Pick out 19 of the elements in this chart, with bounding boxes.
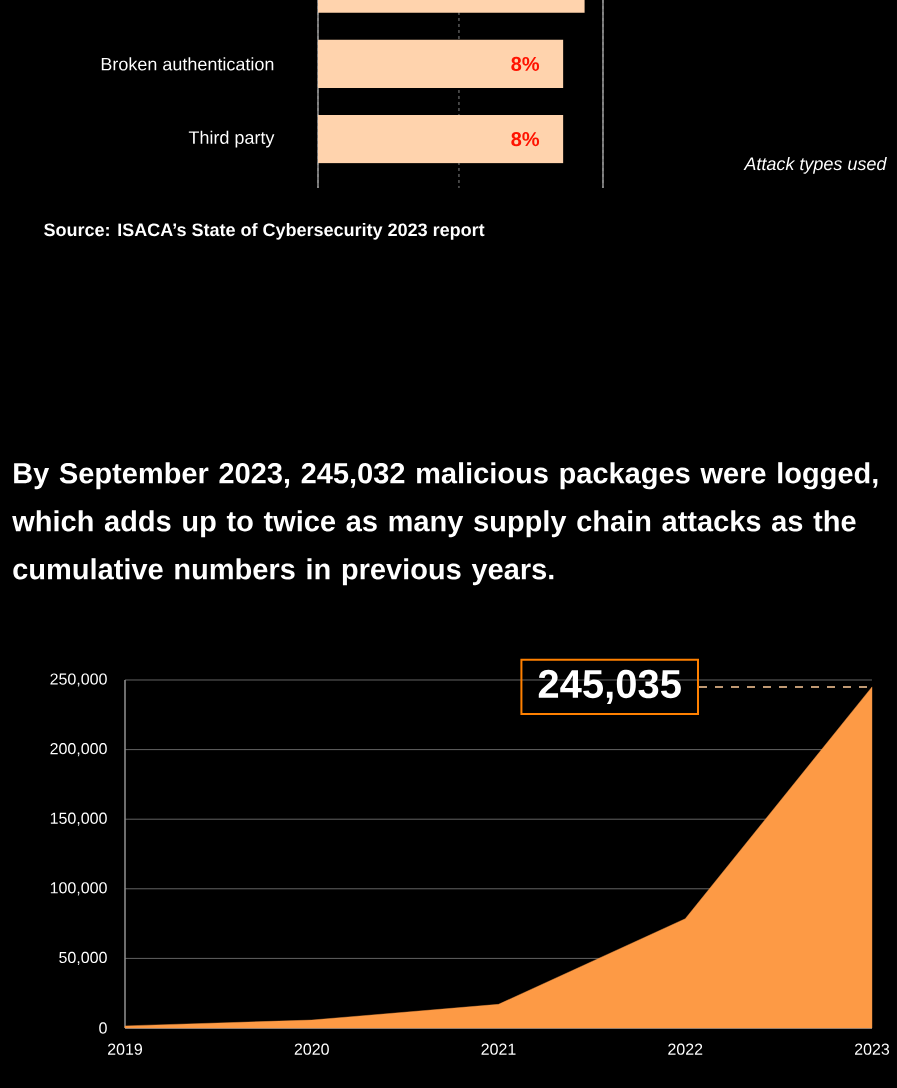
x-tick-label: 2021 bbox=[481, 1043, 516, 1055]
y-tick-label: Broken authentication bbox=[101, 57, 274, 71]
x-tick-label: 2022 bbox=[668, 1043, 703, 1055]
y-tick-label: 150,000 bbox=[50, 812, 107, 826]
y-tick-label: 0 bbox=[99, 1022, 107, 1034]
y-tick-label: 250,000 bbox=[50, 673, 107, 687]
x-tick-label: 2020 bbox=[294, 1043, 329, 1055]
annotation: 245,035 bbox=[538, 669, 681, 704]
y-tick-label: 100,000 bbox=[50, 882, 107, 896]
x-tick-label: 2023 bbox=[855, 1043, 890, 1055]
chart-title: By September 2023, 245,032 malicious packages were logged, which adds up to twice as many supply chain attacks as the cumulative numbers in previous years. bbox=[12, 462, 878, 586]
y-tick-label: 200,000 bbox=[50, 742, 107, 757]
data-label: 8% bbox=[511, 132, 540, 147]
x-tick-label: 2019 bbox=[108, 1043, 143, 1055]
text: Attack types used bbox=[743, 156, 887, 174]
data-label: 8% bbox=[511, 56, 540, 71]
y-tick-label: 50,000 bbox=[59, 951, 107, 965]
source-note: Source: ISACA’s State of Cybersecurity 2023 report bbox=[44, 222, 485, 240]
y-tick-label: Third party bbox=[188, 130, 275, 148]
